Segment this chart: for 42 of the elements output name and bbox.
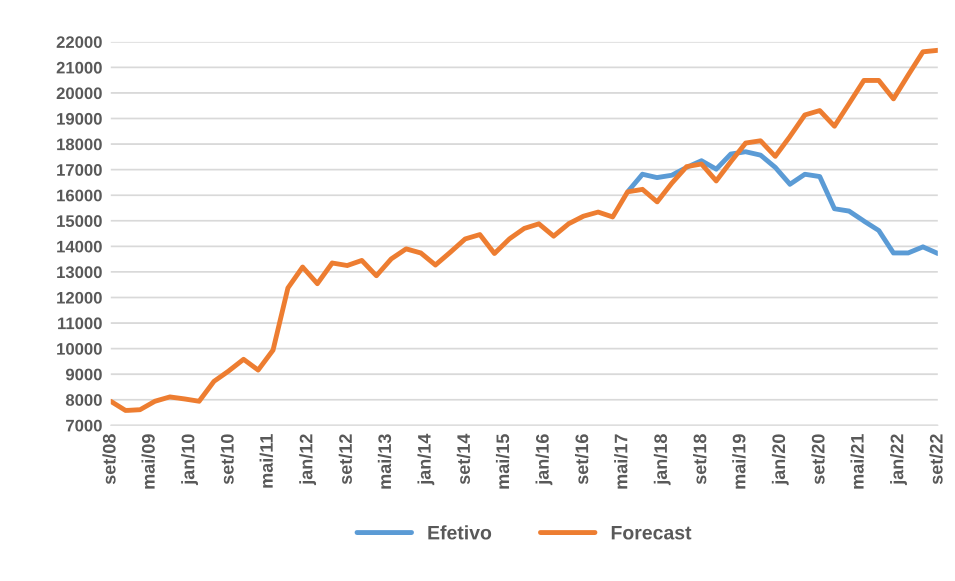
x-tick-label: jan/18 bbox=[654, 434, 671, 486]
y-tick-label: 10000 bbox=[57, 343, 102, 355]
x-tick-label: set/22 bbox=[929, 434, 943, 484]
y-tick-label: 14000 bbox=[57, 240, 102, 253]
x-tick-label: mai/21 bbox=[850, 434, 864, 489]
x-tick-label: jan/12 bbox=[299, 434, 316, 486]
x-tick-label: set/12 bbox=[338, 434, 352, 484]
x-tick-label: jan/22 bbox=[890, 434, 907, 486]
y-tick-label: 16000 bbox=[57, 190, 102, 202]
y-tick-label: 20000 bbox=[56, 87, 102, 100]
x-tick-label: jan/16 bbox=[536, 434, 552, 486]
legend-label: Forecast bbox=[612, 526, 692, 540]
x-tick-label: mai/09 bbox=[142, 434, 155, 489]
x-tick-label: mai/19 bbox=[732, 434, 746, 489]
x-tick-label: mai/11 bbox=[260, 434, 274, 488]
x-tick-label: set/08 bbox=[102, 434, 116, 484]
legend-label: Efetivo bbox=[428, 525, 492, 540]
x-tick-label: mai/15 bbox=[496, 434, 510, 489]
y-tick-label: 11000 bbox=[58, 317, 102, 330]
y-tick-label: 19000 bbox=[57, 112, 102, 125]
y-tick-label: 12000 bbox=[57, 292, 102, 304]
y-tick-label: 13000 bbox=[57, 266, 102, 278]
y-tick-label: 17000 bbox=[57, 164, 102, 176]
line-series bbox=[625, 149, 938, 256]
y-tick-label: 22000 bbox=[56, 36, 102, 48]
x-tick-label: set/18 bbox=[693, 434, 707, 484]
y-tick-label: 18000 bbox=[57, 138, 102, 150]
y-tick-label: 15000 bbox=[57, 215, 102, 227]
y-tick-label: 9000 bbox=[66, 368, 102, 380]
x-tick-label: jan/10 bbox=[181, 434, 198, 486]
line-series bbox=[110, 48, 938, 413]
x-tick-label: set/14 bbox=[456, 434, 470, 484]
y-tick-label: 7000 bbox=[66, 420, 102, 432]
y-tick-label: 21000 bbox=[56, 62, 102, 74]
x-tick-label: set/10 bbox=[220, 434, 234, 484]
x-tick-label: set/16 bbox=[575, 434, 588, 484]
x-tick-label: mai/17 bbox=[614, 434, 628, 489]
x-tick-label: jan/14 bbox=[417, 434, 434, 486]
y-tick-label: 8000 bbox=[66, 394, 102, 406]
x-tick-label: mai/13 bbox=[378, 434, 392, 489]
x-tick-label: set/20 bbox=[811, 434, 825, 484]
x-tick-label: jan/20 bbox=[772, 434, 789, 486]
